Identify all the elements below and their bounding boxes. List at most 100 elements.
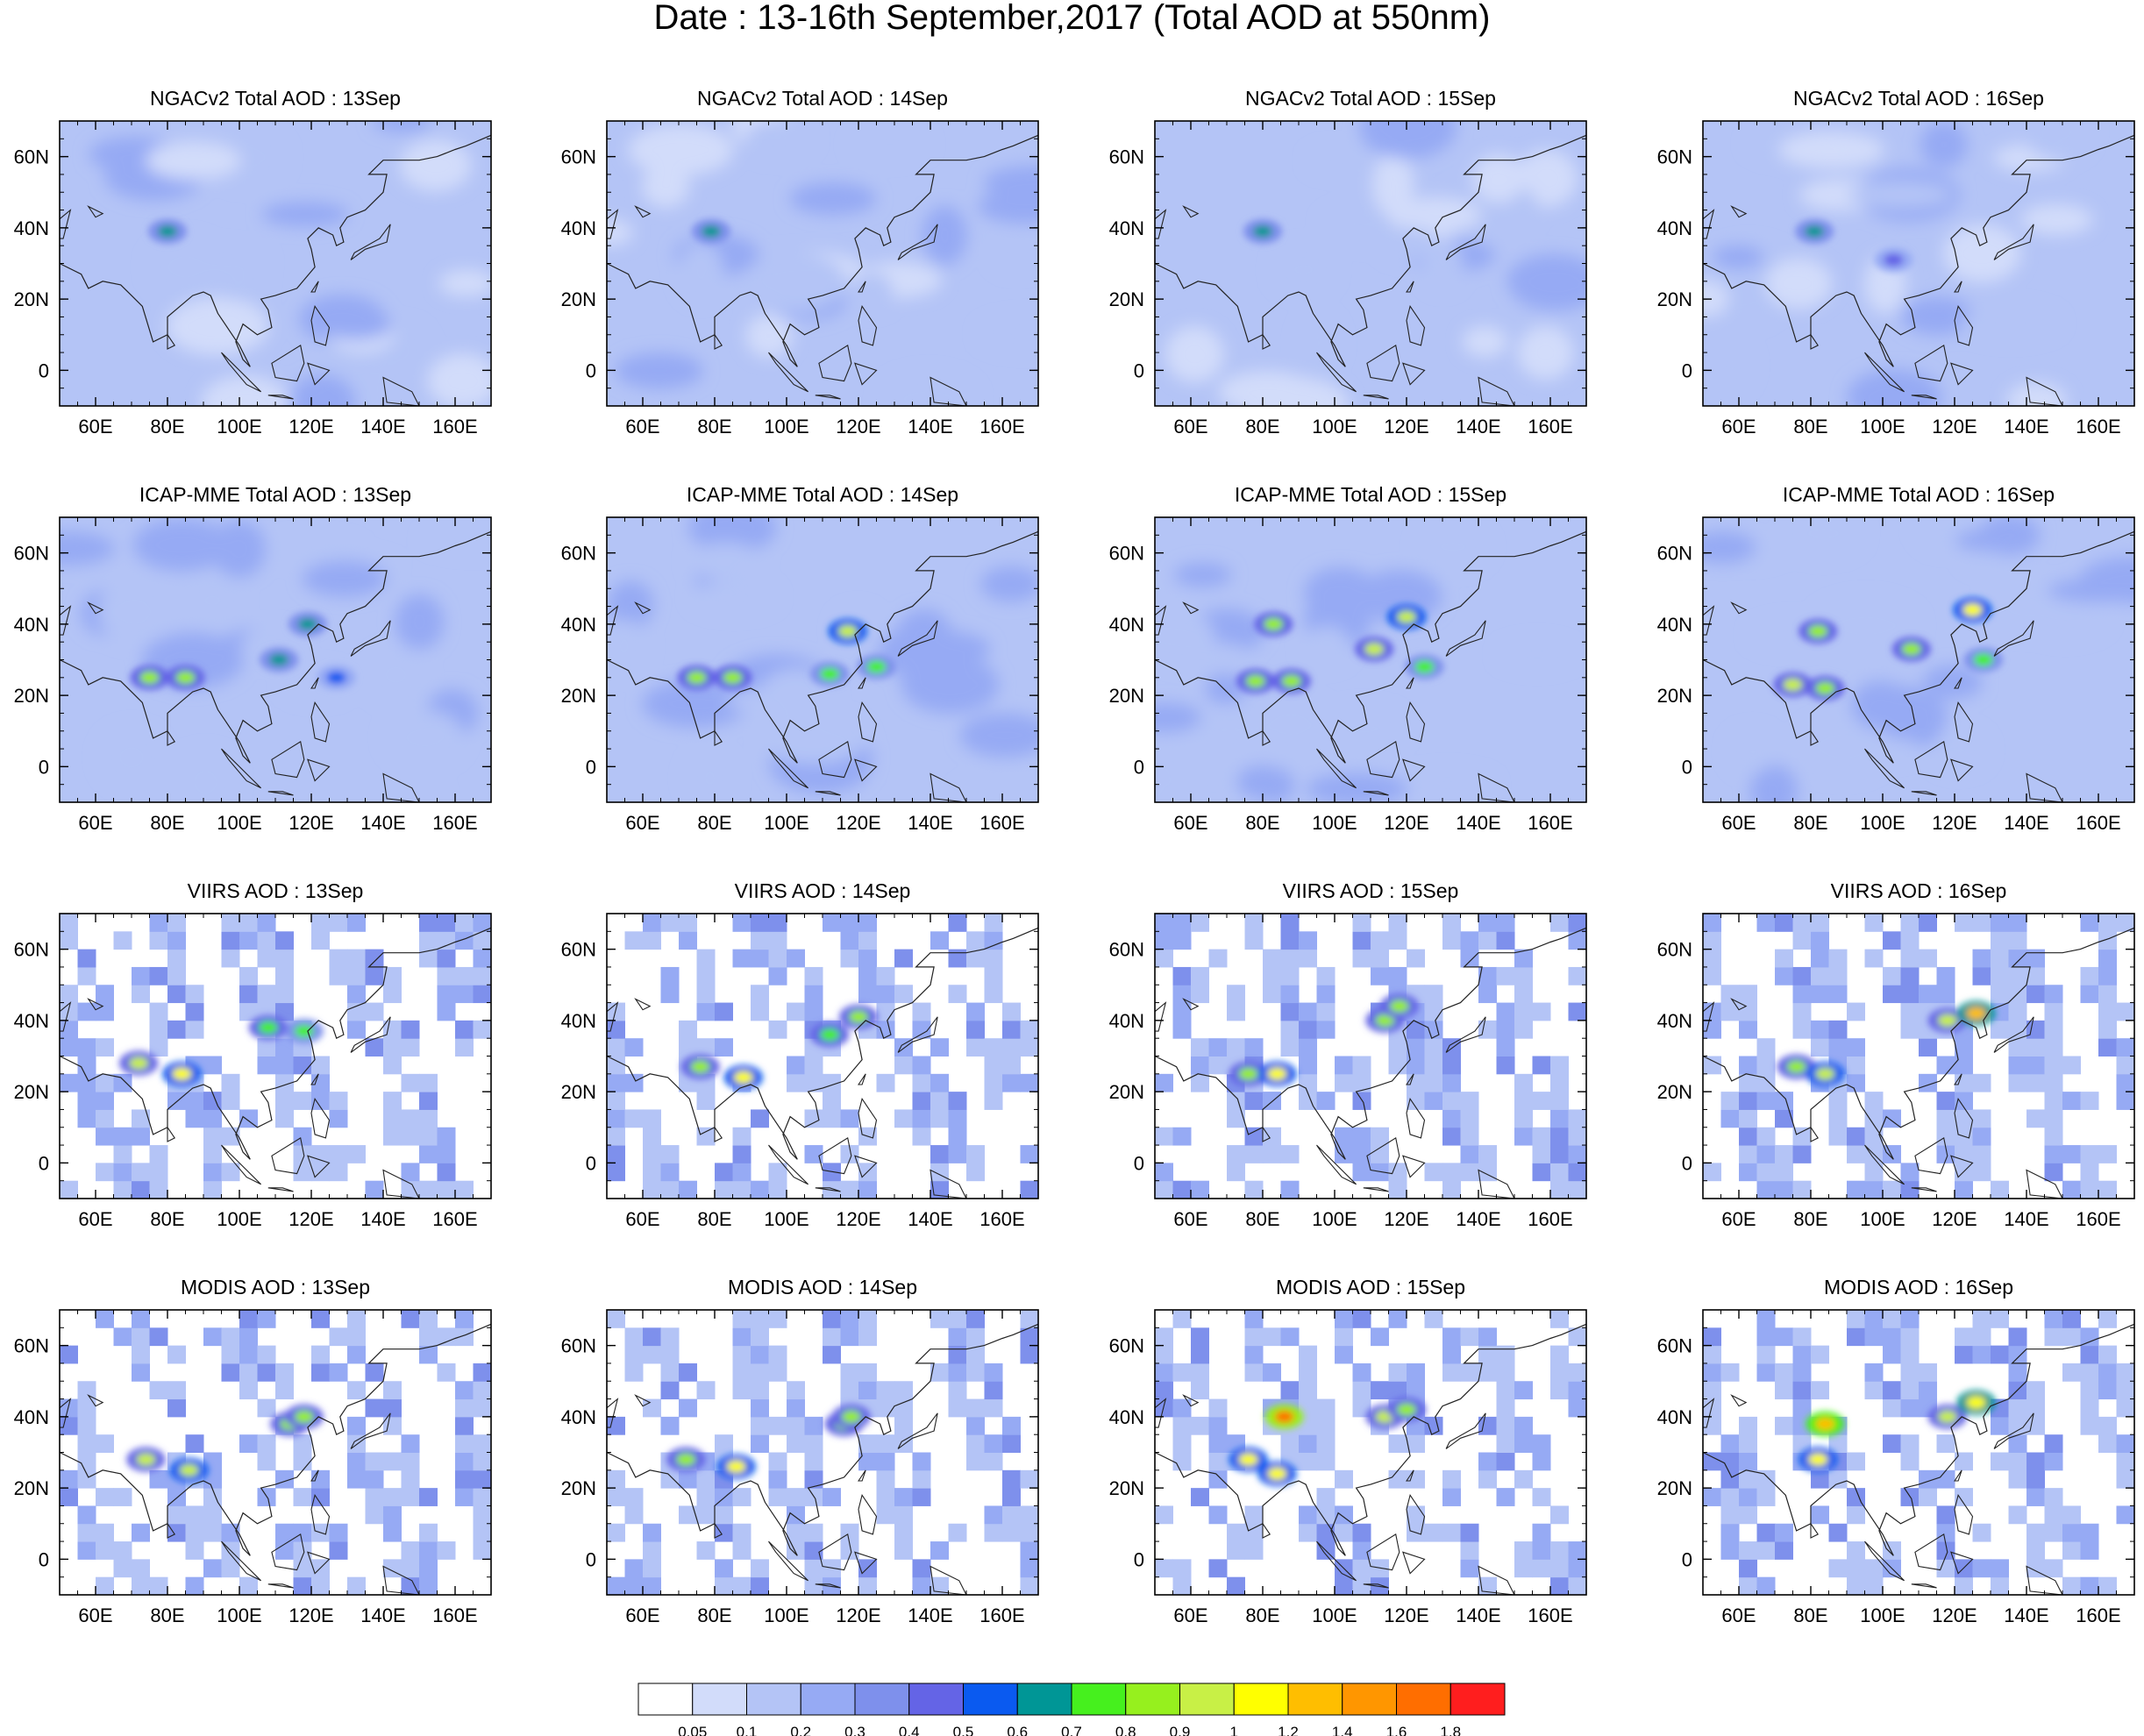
aod-cell [930,1576,949,1595]
aod-cell [1387,196,1482,233]
aod-cell [1208,1056,1228,1075]
aod-cell [2098,1576,2117,1595]
aod-cell [1478,1163,1497,1182]
coastline [768,1540,808,1582]
x-tick-label: 60E [625,416,659,438]
aod-cell [679,1073,697,1092]
aod-cell [1991,985,2009,1004]
y-tick-label: 40N [1109,1010,1144,1032]
aod-cell [768,1469,787,1489]
aod-cell [1514,1092,1533,1110]
aod-cell [858,1381,877,1400]
aod-cell [2008,1469,2027,1489]
aod-cell [1244,1127,1264,1146]
aod-cell [1847,1127,1865,1146]
aod-cell [1728,729,1776,773]
coastline [818,1533,852,1571]
aod-cell [2080,1398,2099,1418]
coastline [1703,134,2134,367]
aod-cell [1244,1092,1264,1110]
aod-cell [2080,1576,2099,1595]
aod-cell [1191,914,1209,932]
aod-cell [1299,1381,1317,1400]
coastline [1703,1001,1715,1032]
aod-cell [383,1038,402,1057]
aod-cell [1371,949,1389,968]
colorbar-swatch [1342,1683,1397,1716]
coastline [1406,701,1426,743]
aod-cell [185,1434,204,1453]
aod-cell [660,966,680,985]
y-tick-label: 60N [561,146,596,168]
aod-cell [419,1327,438,1347]
aod-cell [2080,1523,2099,1542]
aod-cell [984,1038,1003,1057]
aod-cell [2098,985,2117,1004]
aod-cell [876,1073,895,1092]
coastline [1730,1394,1748,1407]
y-tick-label: 20N [1109,1477,1144,1499]
aod-cell [1550,914,1569,932]
aod-cell [1883,966,1901,985]
aod-cell [994,240,1038,272]
aod-cell [1568,1109,1586,1128]
aod-cell [1352,1073,1371,1092]
coastline [87,998,104,1011]
aod-cell [149,1327,168,1347]
aod-cell [1280,1327,1300,1347]
aod-cell [1172,985,1192,1004]
aod-cell [1514,985,1533,1004]
aod-cell [1792,1180,1812,1199]
aod-cell [912,1020,931,1039]
aod-cell [1496,1056,1515,1075]
aod-cell [1263,1362,1281,1382]
aod-cell [742,252,846,313]
aod-cell [96,985,114,1004]
aod-cell [221,1327,240,1347]
aod-cell [1272,245,1335,294]
aod-cell [1244,1523,1264,1542]
aod-cell [858,985,877,1004]
x-tick-label: 140E [360,1604,405,1626]
aod-cell [401,1020,420,1039]
aod-cell [1936,1505,1955,1525]
aod-cell [437,949,456,968]
coastline [167,1126,176,1142]
aod-cell [1775,1145,1793,1163]
aod-cell [113,1488,132,1506]
aod-cell [437,914,456,932]
x-tick-label: 100E [764,1604,808,1626]
aod-cell [823,1073,841,1092]
aod-cell [311,1576,330,1595]
aod-cell [1739,1073,1757,1092]
aod-hotspot [733,1071,753,1084]
aod-cell [880,373,977,406]
aod-cell [473,1505,491,1525]
aod-cell [1756,1345,1776,1364]
aod-cell [437,1541,456,1560]
aod-cell [1263,966,1281,985]
aod-cell [948,985,967,1004]
aod-cell [1703,280,1729,317]
aod-cell [275,949,294,968]
aod-cell [2008,1345,2027,1364]
aod-cell [2026,1398,2045,1418]
aod-cell [2080,966,2099,985]
aod-cell [1756,1163,1776,1182]
aod-cell [311,1469,330,1489]
aod-cell [455,1434,474,1453]
aod-cell [401,1452,420,1471]
aod-cell [1756,1145,1776,1163]
coastline [858,1493,878,1535]
aod-cell [768,1163,787,1182]
aod-cell [455,985,474,1004]
aod-cell [948,1523,967,1542]
aod-cell [96,1310,114,1328]
aod-cell [132,1109,150,1128]
y-tick-label: 40N [1657,614,1692,636]
aod-cell [60,1469,78,1489]
aod-cell [2026,1073,2045,1092]
aod-cell [696,1381,716,1400]
aod-cell [1828,949,1848,968]
aod-cell [329,1541,348,1560]
